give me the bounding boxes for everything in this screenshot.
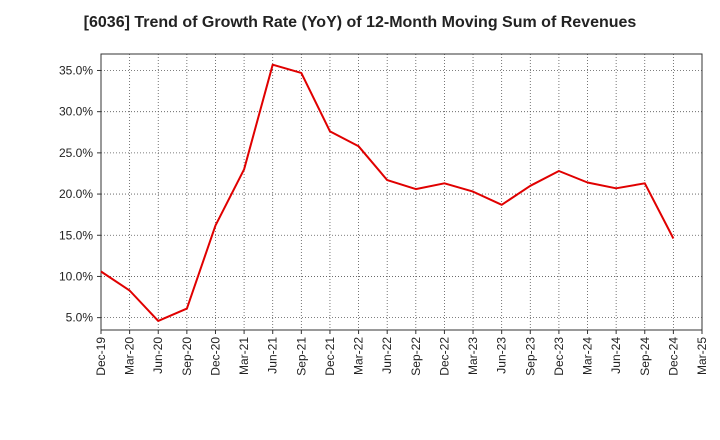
x-tick-label: Dec-22 <box>437 337 451 376</box>
y-tick-label: 35.0% <box>59 63 93 77</box>
y-tick-label: 15.0% <box>59 228 93 242</box>
x-tick-label: Dec-20 <box>208 337 222 376</box>
y-tick-label: 20.0% <box>59 187 93 201</box>
plot-border <box>100 53 703 331</box>
y-tick-label: 30.0% <box>59 105 93 119</box>
x-tick-label: Mar-25 <box>695 337 709 375</box>
x-tick-label: Dec-19 <box>94 337 108 376</box>
x-tick-label: Sep-23 <box>523 337 537 376</box>
x-tick-label: Dec-21 <box>323 337 337 376</box>
x-tick-label: Jun-24 <box>609 337 623 374</box>
chart-title: [6036] Trend of Growth Rate (YoY) of 12-… <box>83 14 637 31</box>
x-tick-label: Sep-21 <box>294 337 308 376</box>
x-tick-label: Mar-20 <box>123 337 137 375</box>
x-tick-label: Mar-22 <box>352 337 366 375</box>
x-tick-label: Mar-23 <box>466 337 480 375</box>
series-line <box>100 63 675 322</box>
x-tick-label: Jun-22 <box>380 337 394 374</box>
x-tick-label: Dec-23 <box>552 337 566 376</box>
x-tick-label: Mar-24 <box>581 337 595 375</box>
x-tick-label: Jun-21 <box>266 337 280 374</box>
x-tick-label: Jun-23 <box>495 337 509 374</box>
x-tick-label: Dec-24 <box>666 337 680 376</box>
plot-area <box>101 54 702 330</box>
x-tick-label: Sep-22 <box>409 337 423 376</box>
x-tick-label: Mar-21 <box>237 337 251 375</box>
y-tick-label: 10.0% <box>59 269 93 283</box>
x-tick-label: Sep-20 <box>180 337 194 376</box>
y-tick-label: 25.0% <box>59 146 93 160</box>
x-tick-label: Jun-20 <box>151 337 165 374</box>
y-tick-label: 5.0% <box>66 311 94 325</box>
x-tick-label: Sep-24 <box>638 337 652 376</box>
